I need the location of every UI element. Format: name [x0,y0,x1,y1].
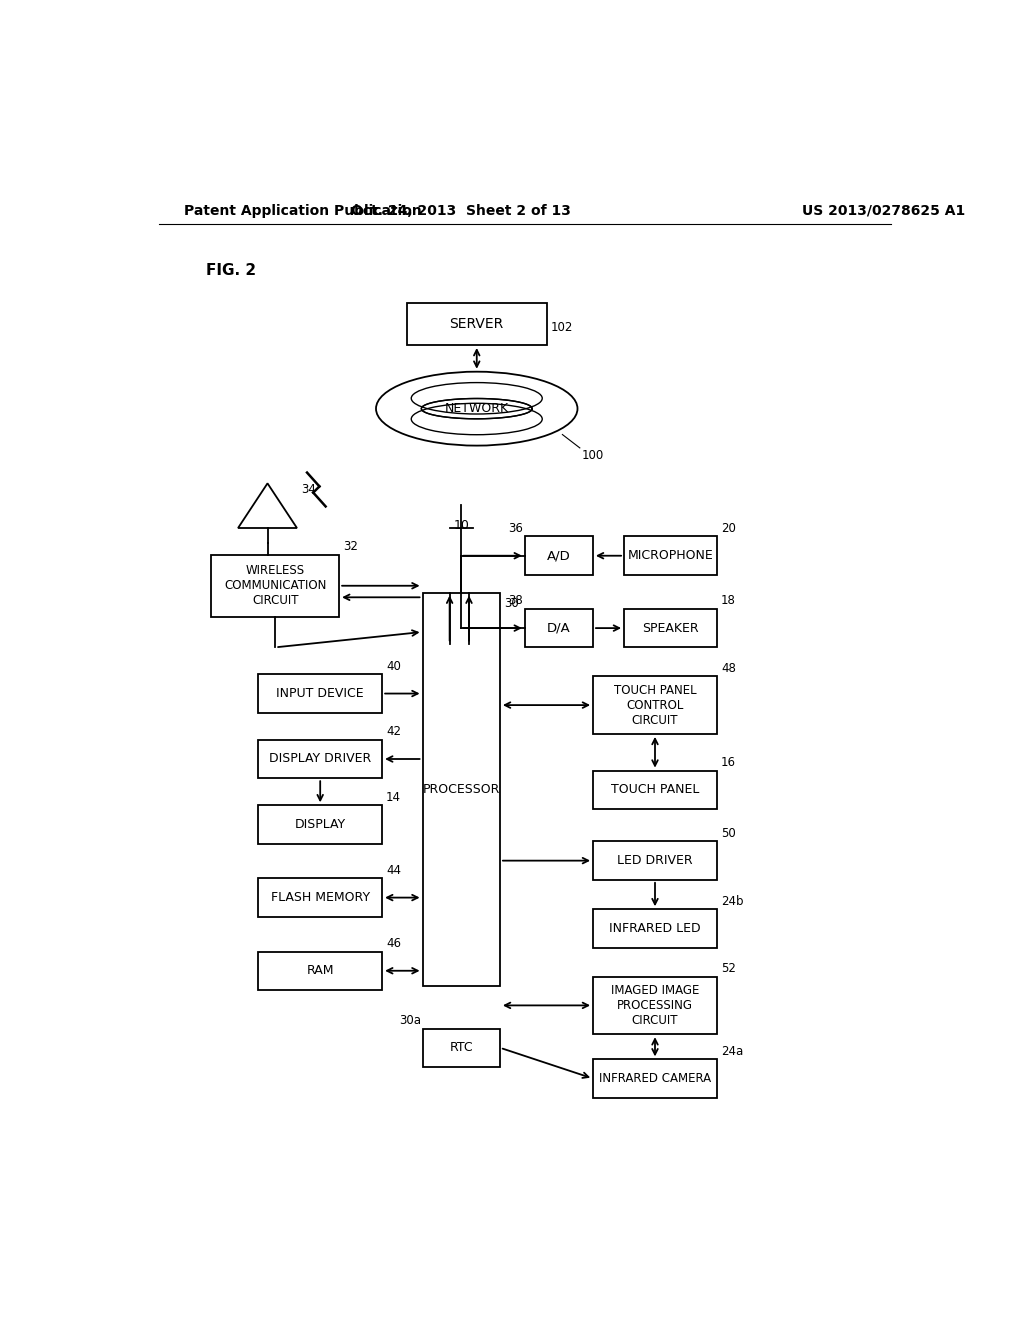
Text: 48: 48 [721,661,736,675]
Bar [624,609,717,647]
Text: 52: 52 [721,962,736,975]
Ellipse shape [376,372,578,446]
Bar [258,739,382,779]
Text: 34: 34 [301,483,315,496]
Bar [407,302,547,345]
Bar [593,676,717,734]
Text: 40: 40 [386,660,401,673]
Text: INPUT DEVICE: INPUT DEVICE [276,686,364,700]
Bar [258,952,382,990]
Text: RAM: RAM [306,964,334,977]
Text: 42: 42 [386,725,401,738]
Text: 100: 100 [582,449,603,462]
Text: 14: 14 [386,791,401,804]
Text: IMAGED IMAGE
PROCESSING
CIRCUIT: IMAGED IMAGE PROCESSING CIRCUIT [610,983,699,1027]
Text: 16: 16 [721,756,736,770]
Text: 46: 46 [386,937,401,950]
Text: 32: 32 [343,540,358,553]
Text: RTC: RTC [450,1041,473,1055]
Text: SPEAKER: SPEAKER [642,622,698,635]
Text: US 2013/0278625 A1: US 2013/0278625 A1 [802,203,966,218]
Bar [593,909,717,948]
Text: 50: 50 [721,826,735,840]
Text: 24b: 24b [721,895,743,908]
Text: 30: 30 [504,597,518,610]
Text: A/D: A/D [547,549,570,562]
Text: NETWORK: NETWORK [444,403,509,416]
Text: TOUCH PANEL
CONTROL
CIRCUIT: TOUCH PANEL CONTROL CIRCUIT [613,684,696,726]
Bar [524,536,593,576]
Bar [524,609,593,647]
Bar [423,1028,500,1067]
Text: DISPLAY DRIVER: DISPLAY DRIVER [269,752,372,766]
Text: DISPLAY: DISPLAY [295,818,346,832]
Text: FLASH MEMORY: FLASH MEMORY [270,891,370,904]
Text: INFRARED CAMERA: INFRARED CAMERA [599,1072,711,1085]
Text: WIRELESS
COMMUNICATION
CIRCUIT: WIRELESS COMMUNICATION CIRCUIT [224,564,327,607]
Text: 102: 102 [550,321,572,334]
Text: 20: 20 [721,521,736,535]
Bar [593,1059,717,1098]
Bar [593,977,717,1035]
Text: PROCESSOR: PROCESSOR [423,783,500,796]
Bar [423,594,500,986]
Text: 38: 38 [509,594,523,607]
Text: TOUCH PANEL: TOUCH PANEL [610,783,699,796]
Text: 24a: 24a [721,1044,743,1057]
Text: Patent Application Publication: Patent Application Publication [183,203,422,218]
Bar [593,771,717,809]
Text: 44: 44 [386,863,401,876]
Bar [624,536,717,576]
Bar [593,841,717,880]
Text: 30a: 30a [399,1014,421,1027]
Bar [258,805,382,843]
Text: FIG. 2: FIG. 2 [206,263,256,277]
Text: LED DRIVER: LED DRIVER [617,854,693,867]
Bar [211,554,339,616]
Text: MICROPHONE: MICROPHONE [628,549,714,562]
Bar [258,878,382,917]
Text: 36: 36 [508,521,523,535]
Text: Oct. 24, 2013  Sheet 2 of 13: Oct. 24, 2013 Sheet 2 of 13 [351,203,571,218]
Text: 18: 18 [721,594,736,607]
Text: INFRARED LED: INFRARED LED [609,921,700,935]
Text: SERVER: SERVER [450,317,504,331]
Bar [258,675,382,713]
Text: 10: 10 [454,519,469,532]
Text: D/A: D/A [547,622,570,635]
